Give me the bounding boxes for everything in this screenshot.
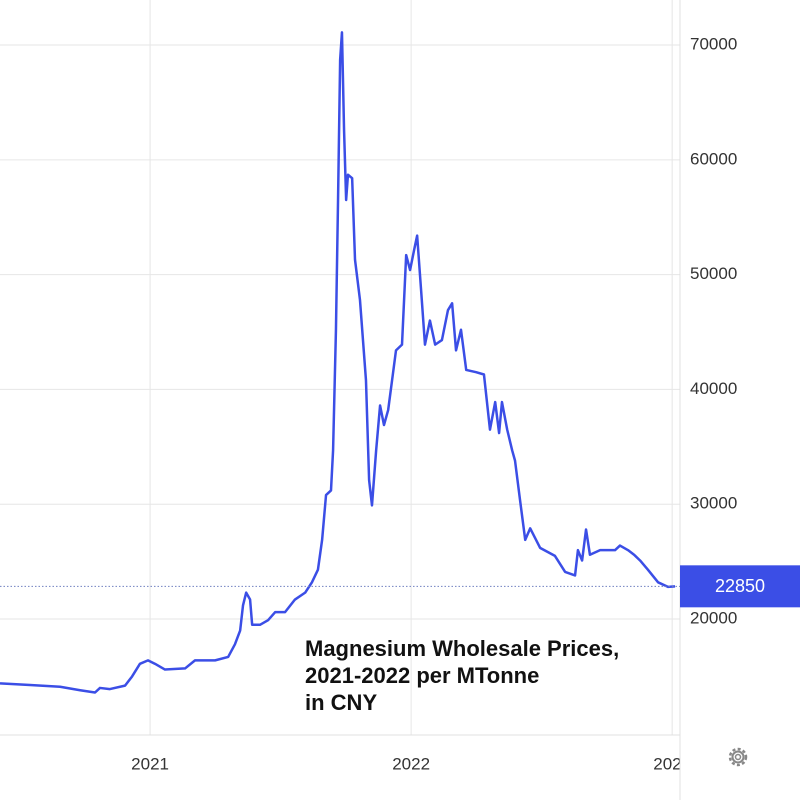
y-tick-label: 40000 <box>690 379 737 398</box>
y-tick-label: 20000 <box>690 609 737 628</box>
chart-title: 2021-2022 per MTonne <box>305 663 539 688</box>
x-tick-label: 2021 <box>131 754 169 773</box>
settings-icon[interactable] <box>728 747 748 767</box>
x-tick-label: 2023 <box>653 754 691 773</box>
chart-title: in CNY <box>305 690 377 715</box>
y-tick-label: 60000 <box>690 149 737 168</box>
last-value-box <box>680 565 800 608</box>
last-value-label: 22850 <box>715 576 765 596</box>
x-tick-label: 2022 <box>392 754 430 773</box>
chart-title: Magnesium Wholesale Prices, <box>305 636 619 661</box>
price-line <box>0 31 676 694</box>
y-tick-label: 30000 <box>690 494 737 513</box>
y-tick-label: 70000 <box>690 34 737 53</box>
x-axis: 2021 2022 2023 <box>131 754 691 773</box>
y-tick-label: 50000 <box>690 264 737 283</box>
